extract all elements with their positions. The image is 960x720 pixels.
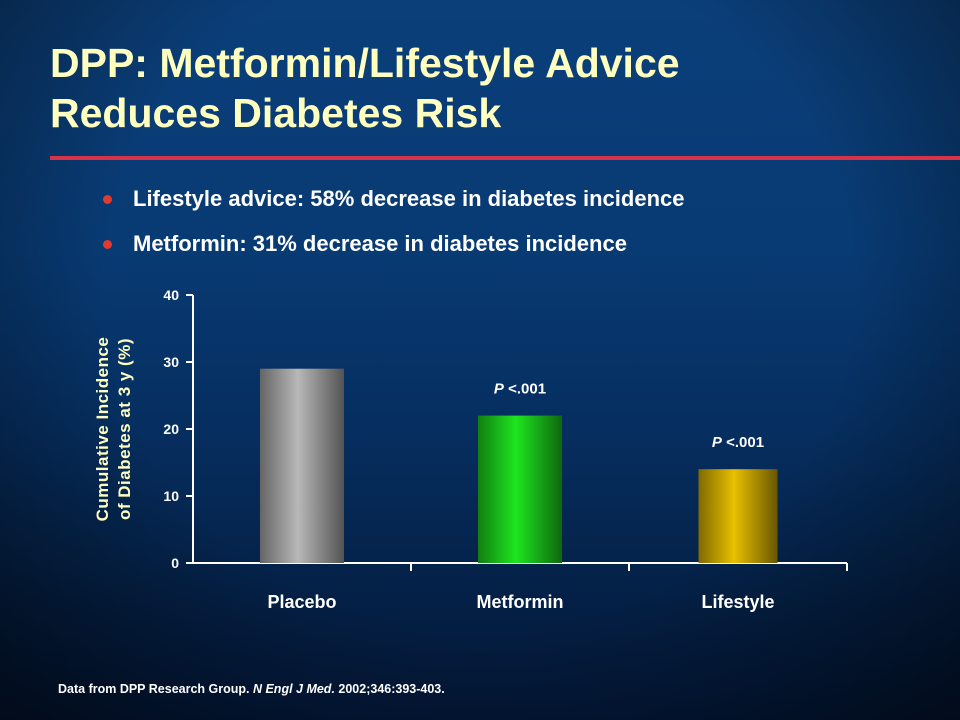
p-value-annotation: P <.001	[712, 434, 764, 451]
chart-layer: 0 10 20 30 40 Cumulative Incidence of Diabetes…	[93, 287, 848, 612]
bullet-text: Lifestyle advice: 58% decrease in diabet…	[133, 186, 685, 211]
p-value-text: <.001	[722, 434, 764, 451]
bullet-item: Metformin: 31% decrease in diabetes inci…	[103, 231, 684, 276]
y-tick-label: 20	[163, 421, 179, 437]
bar-placebo	[260, 368, 344, 563]
citation-footnote: Data from DPP Research Group. N Engl J M…	[58, 682, 445, 696]
bullet-dot-icon	[103, 195, 112, 204]
x-category-label: Metformin	[477, 592, 564, 612]
bar-metformin	[478, 415, 562, 563]
footnote-journal: N Engl J Med.	[252, 682, 335, 696]
p-value-annotation: P <.001	[494, 381, 546, 398]
y-tick-label: 10	[163, 488, 179, 504]
bullet-list: Lifestyle advice: 58% decrease in diabet…	[103, 186, 684, 276]
slide-title: DPP: Metformin/Lifestyle Advice Reduces …	[50, 38, 910, 138]
title-line-1: DPP: Metformin/Lifestyle Advice	[50, 40, 680, 86]
y-tick-label: 40	[163, 287, 179, 303]
title-line-2: Reduces Diabetes Risk	[50, 90, 502, 136]
footnote-suffix: 2002;346:393-403.	[334, 682, 445, 696]
x-category-label: Lifestyle	[701, 592, 774, 612]
p-symbol: P	[712, 434, 723, 451]
bullet-text: Metformin: 31% decrease in diabetes inci…	[133, 231, 627, 256]
y-tick-label: 30	[163, 354, 179, 370]
y-axis-label: Cumulative Incidence of Diabetes at 3 y (…	[93, 337, 134, 522]
x-category-label: Placebo	[267, 592, 336, 612]
y-axis-label-line-1: Cumulative Incidence	[93, 337, 112, 522]
p-symbol: P	[494, 381, 505, 398]
title-divider	[50, 156, 960, 160]
y-tick-label: 0	[171, 555, 179, 571]
y-axis-label-line-2: of Diabetes at 3 y (%)	[115, 338, 134, 520]
footnote-prefix: Data from DPP Research Group.	[58, 682, 253, 696]
p-value-text: <.001	[504, 381, 546, 398]
bullet-dot-icon	[103, 240, 112, 249]
bullet-item: Lifestyle advice: 58% decrease in diabet…	[103, 186, 684, 231]
bar-lifestyle	[698, 469, 778, 563]
